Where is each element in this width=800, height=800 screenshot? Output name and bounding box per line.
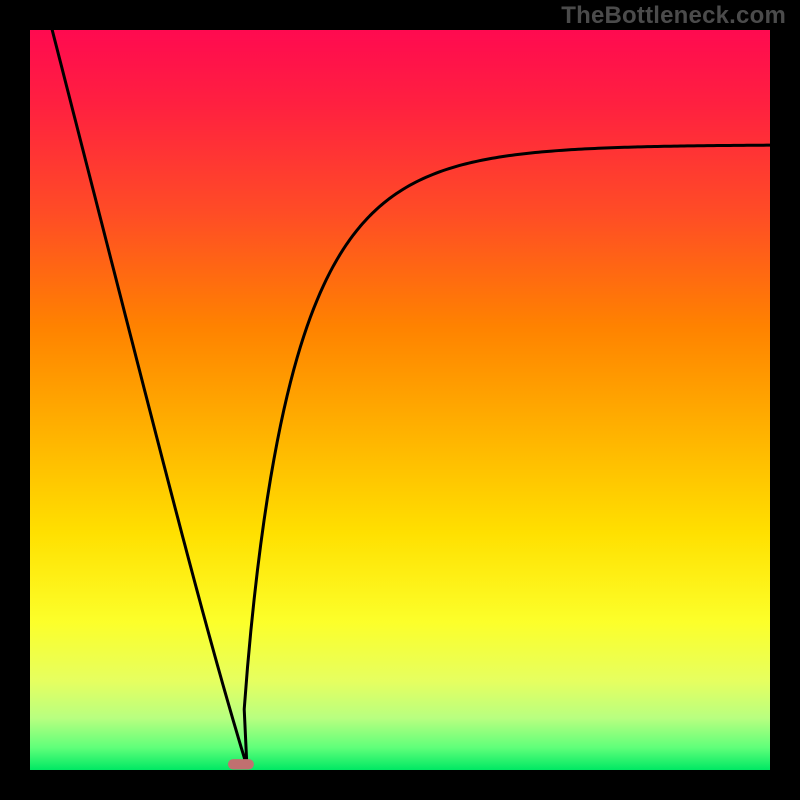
watermark-text: TheBottleneck.com bbox=[561, 2, 786, 30]
chart-stage: TheBottleneck.com bbox=[0, 0, 800, 800]
bottleneck-chart-svg bbox=[0, 0, 800, 800]
plot-background bbox=[30, 30, 770, 770]
vertex-marker bbox=[228, 759, 254, 769]
